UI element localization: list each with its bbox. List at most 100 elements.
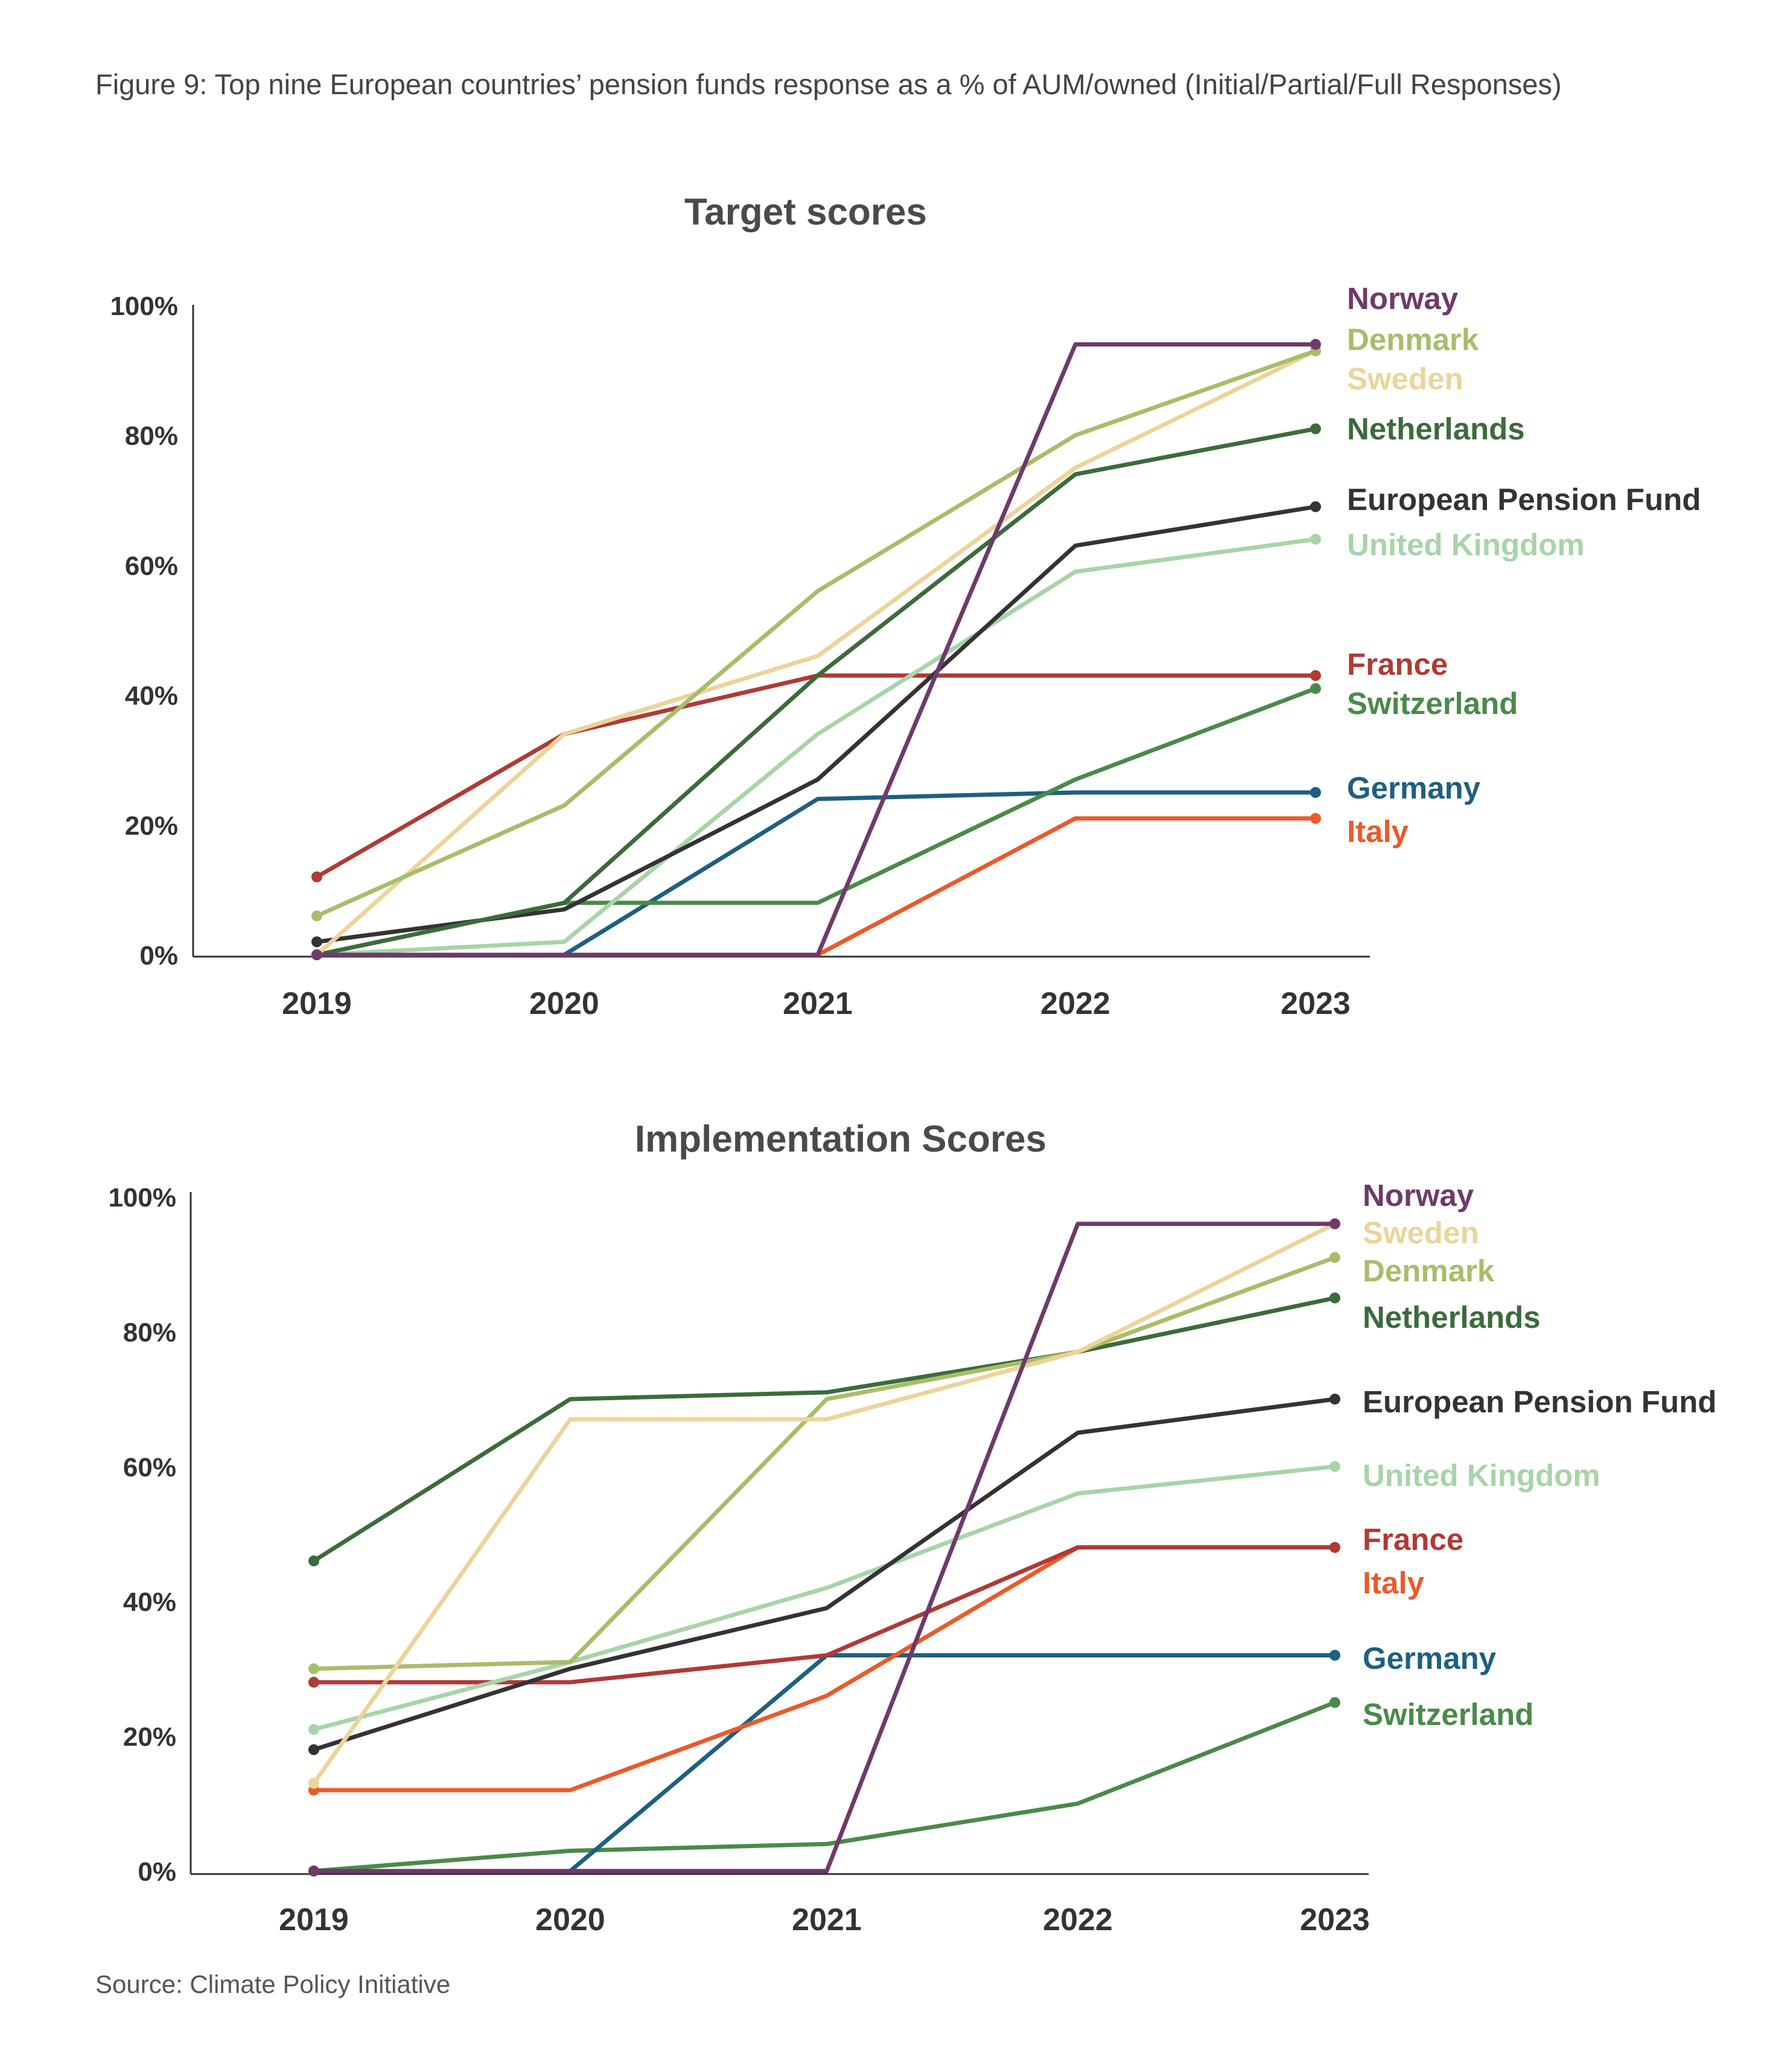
data-point	[311, 871, 322, 882]
series-line	[311, 1296, 1337, 1563]
x-tick-label: 2021	[792, 1902, 862, 1937]
series-line	[311, 1545, 1337, 1685]
series-germany	[311, 787, 1321, 960]
x-tick-label: 2022	[1040, 986, 1110, 1021]
series-label-france: France	[1347, 647, 1448, 681]
series-label-netherlands: Netherlands	[1363, 1300, 1541, 1334]
y-tick-label: 60%	[123, 1453, 176, 1482]
implementation-scores-chart: Implementation Scores 0% 20% 40% 60% 80% 100% 2…	[108, 1118, 1716, 1937]
series-netherlands	[308, 1292, 1340, 1567]
data-point	[1310, 813, 1321, 824]
data-point	[1329, 1650, 1340, 1661]
series-line	[311, 1222, 1337, 1873]
series-label-norway: Norway	[1363, 1178, 1474, 1213]
x-tick-label: 2020	[535, 1902, 605, 1937]
series-label-switzerland: Switzerland	[1363, 1697, 1533, 1732]
data-point	[311, 910, 322, 922]
series-norway	[311, 339, 1321, 960]
series-european-pension-fund	[308, 1394, 1340, 1755]
x-tick-label: 2019	[279, 1902, 349, 1937]
data-point	[308, 1677, 319, 1688]
y-tick-label: 100%	[108, 1183, 176, 1213]
series-label-switzerland: Switzerland	[1347, 686, 1518, 721]
series-sweden	[311, 345, 1321, 960]
series-france	[308, 1541, 1340, 1688]
series-label-united-kingdom: United Kingdom	[1363, 1458, 1600, 1493]
y-tick-label: 20%	[125, 811, 178, 841]
series-line	[311, 1464, 1337, 1732]
data-point	[1310, 339, 1321, 350]
x-tick-label: 2019	[282, 986, 352, 1021]
data-point	[311, 936, 322, 948]
series-label-italy: Italy	[1363, 1566, 1425, 1600]
series-line	[311, 1700, 1337, 1873]
series-line	[314, 816, 1318, 957]
data-point	[308, 1555, 319, 1567]
data-point	[1329, 1218, 1340, 1229]
data-point	[311, 949, 322, 960]
y-tick-label: 0%	[138, 1857, 176, 1887]
series-label-sweden: Sweden	[1363, 1216, 1479, 1250]
data-point	[1329, 1697, 1340, 1708]
series-line	[311, 1255, 1337, 1671]
data-point	[308, 1663, 319, 1674]
data-point	[1329, 1292, 1340, 1304]
data-point	[308, 1744, 319, 1755]
series-label-netherlands: Netherlands	[1347, 412, 1525, 446]
x-tick-label: 2023	[1281, 986, 1351, 1021]
series-line	[314, 348, 1318, 918]
series-label-germany: Germany	[1347, 771, 1481, 805]
y-tick-label: 0%	[139, 941, 178, 971]
chart-title: Target scores	[684, 191, 927, 233]
series-line	[311, 1222, 1337, 1786]
data-point	[1310, 683, 1321, 694]
y-tick-label: 20%	[123, 1723, 176, 1752]
figure-caption: Figure 9: Top nine European countries’ p…	[95, 68, 1562, 100]
x-tick-label: 2023	[1300, 1902, 1370, 1937]
series-european-pension-fund	[311, 501, 1321, 948]
data-point	[1310, 501, 1321, 512]
chart-title: Implementation Scores	[635, 1118, 1046, 1160]
series-label-france: France	[1363, 1522, 1463, 1557]
series-netherlands	[311, 423, 1321, 960]
data-point	[1329, 1252, 1340, 1263]
series-line	[314, 505, 1318, 944]
y-tick-label: 40%	[125, 681, 178, 711]
y-tick-label: 60%	[125, 551, 178, 581]
series-switzerland	[311, 683, 1321, 960]
series-italy	[308, 1541, 1340, 1796]
data-point	[1329, 1461, 1340, 1472]
series-line	[311, 1397, 1337, 1752]
series-label-italy: Italy	[1347, 814, 1409, 849]
series-united-kingdom	[308, 1461, 1340, 1735]
data-point	[1310, 423, 1321, 435]
data-point	[1310, 670, 1321, 681]
data-point	[308, 1866, 319, 1876]
data-point	[1310, 534, 1321, 545]
series-line	[314, 348, 1318, 957]
x-tick-label: 2022	[1043, 1902, 1113, 1937]
series-label-denmark: Denmark	[1363, 1254, 1495, 1288]
data-point	[308, 1777, 319, 1789]
data-point	[1329, 1394, 1340, 1405]
series-label-denmark: Denmark	[1347, 322, 1479, 357]
y-tick-label: 80%	[123, 1318, 176, 1347]
data-point	[1329, 1541, 1340, 1553]
y-tick-label: 100%	[110, 292, 178, 321]
x-tick-label: 2021	[783, 986, 853, 1021]
series-denmark	[308, 1252, 1340, 1674]
series-line	[314, 426, 1318, 957]
series-label-norway: Norway	[1347, 281, 1459, 316]
series-line	[311, 1545, 1337, 1793]
series-line	[314, 537, 1318, 957]
series-label-united-kingdom: United Kingdom	[1347, 528, 1585, 562]
series-united-kingdom	[311, 534, 1321, 960]
series-label-sweden: Sweden	[1347, 362, 1463, 396]
series-italy	[311, 813, 1321, 960]
source-note: Source: Climate Policy Initiative	[95, 1970, 451, 1998]
data-point	[1310, 787, 1321, 798]
series-line	[314, 342, 1318, 957]
target-scores-chart: Target scores 0% 20% 40% 60% 80% 100% 2019 2020 2…	[110, 191, 1701, 1021]
series-label-european-pension-fund: European Pension Fund	[1347, 482, 1701, 517]
x-tick-label: 2020	[529, 986, 599, 1021]
